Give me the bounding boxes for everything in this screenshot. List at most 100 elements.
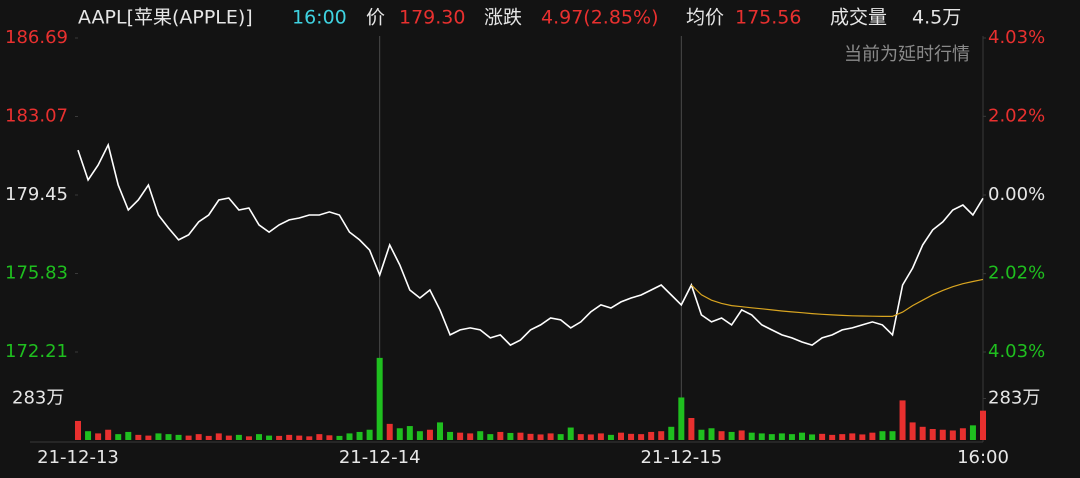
volume-bar xyxy=(225,435,232,440)
volume-bar xyxy=(205,435,212,440)
price: 179.30 xyxy=(399,7,465,29)
volume-bar xyxy=(688,418,695,440)
y-tick-label: 175.83 xyxy=(5,263,68,284)
volume-bar xyxy=(336,435,343,440)
price-line xyxy=(690,278,984,317)
volume-bar xyxy=(758,433,765,440)
volume-bar xyxy=(939,429,946,440)
time: 16:00 xyxy=(292,7,347,29)
volume-bar xyxy=(105,429,112,440)
avg-label: 均价 xyxy=(686,7,724,29)
x-tick-label: 16:00 xyxy=(957,447,1009,468)
volume-bar xyxy=(497,431,504,440)
volume-bar xyxy=(607,434,614,440)
volume-bar xyxy=(115,434,122,440)
y-tick-label: 172.21 xyxy=(5,341,68,362)
volume-bar xyxy=(235,434,242,440)
volume-bar xyxy=(266,435,273,440)
volume-bar xyxy=(145,435,152,440)
volume-bar xyxy=(587,434,594,440)
volume-bar xyxy=(788,434,795,440)
volume-bar xyxy=(215,433,222,440)
y-tick-label: 179.45 xyxy=(5,184,68,205)
volume-bar xyxy=(628,433,635,440)
change-label: 涨跌 xyxy=(484,7,522,29)
volume-bar xyxy=(125,431,132,440)
volume-bar xyxy=(517,432,524,440)
volume-bar xyxy=(678,397,685,440)
volume-bar xyxy=(185,435,192,440)
volume-bar xyxy=(437,422,443,440)
y2-tick-label: 2.02% xyxy=(988,105,1045,126)
volume-bar xyxy=(155,433,162,440)
volume-bar xyxy=(276,435,283,440)
volume-bar xyxy=(738,430,745,440)
y2-tick-label: 0.00% xyxy=(988,184,1045,205)
volume-bar xyxy=(980,410,986,440)
volume-bar xyxy=(889,431,896,440)
volume-bar xyxy=(969,425,976,440)
volume-bar xyxy=(316,434,323,440)
volume-bar xyxy=(256,434,262,440)
volume-bar xyxy=(507,432,514,440)
volume-bar xyxy=(135,434,142,440)
volume-bar xyxy=(537,434,544,440)
volume-bar xyxy=(175,434,182,440)
y2-tick-label: 4.03% xyxy=(988,341,1045,362)
volume-bar xyxy=(577,434,584,440)
volume-bar xyxy=(426,429,433,440)
volume-bar xyxy=(748,432,755,440)
volume-bar xyxy=(849,433,856,440)
volume-bar xyxy=(245,436,252,440)
volume-bar xyxy=(949,430,956,440)
volume-bar xyxy=(527,433,534,440)
volume-bar xyxy=(306,436,313,440)
volume-bar xyxy=(557,434,564,440)
volume-bar xyxy=(648,431,655,440)
y2-tick-label: 4.03% xyxy=(988,27,1045,48)
volume-bar xyxy=(768,434,775,440)
x-tick-label: 21-12-15 xyxy=(640,447,722,468)
volume-bar xyxy=(547,433,554,440)
volume-bar xyxy=(95,433,102,440)
volume-bar xyxy=(85,431,92,440)
volume-bar xyxy=(396,428,403,440)
volume-bar xyxy=(799,432,805,440)
volume-bar xyxy=(356,431,363,440)
volume-bar xyxy=(809,434,816,440)
avg: 175.56 xyxy=(735,7,801,29)
volume-bar xyxy=(909,422,916,440)
volume-bar xyxy=(638,434,645,440)
volume-bar xyxy=(668,426,675,440)
volume-bar xyxy=(839,434,846,440)
volume-bar xyxy=(477,431,484,440)
volume-bar xyxy=(416,431,423,440)
volume-bar xyxy=(195,434,202,440)
y-tick-label: 183.07 xyxy=(5,106,68,127)
volume-bar xyxy=(718,431,725,440)
volume-bar xyxy=(457,432,464,440)
volume-bar xyxy=(487,434,494,440)
price-line xyxy=(77,142,984,347)
volume-tick-label: 283万 xyxy=(988,388,1040,409)
volume-bar xyxy=(286,434,293,440)
volume-bar xyxy=(698,429,705,440)
volume-bar xyxy=(326,435,333,440)
symbol: AAPL[苹果(APPLE)] xyxy=(78,7,253,29)
volume-bar xyxy=(919,426,926,440)
volume-bar xyxy=(386,423,393,440)
volume-bar xyxy=(929,429,936,440)
x-tick-label: 21-12-13 xyxy=(37,447,119,468)
price-label: 价 xyxy=(366,7,385,29)
volume-bar xyxy=(165,434,172,440)
volume-tick-label: 283万 xyxy=(12,388,64,409)
volume-bar xyxy=(708,428,715,440)
volume-bar xyxy=(567,427,574,440)
volume-bar xyxy=(346,433,353,440)
volume-bar xyxy=(406,426,413,440)
volume-bar xyxy=(959,428,966,440)
volume-bar xyxy=(728,431,735,440)
volume-bar xyxy=(859,434,866,440)
volume-bar xyxy=(296,435,303,440)
